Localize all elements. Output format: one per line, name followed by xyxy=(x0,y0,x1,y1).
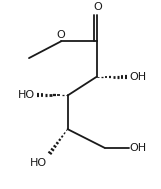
Text: O: O xyxy=(93,2,102,12)
Text: OH: OH xyxy=(130,72,147,82)
Text: OH: OH xyxy=(130,143,147,153)
Text: HO: HO xyxy=(30,158,47,168)
Text: O: O xyxy=(57,30,66,40)
Text: HO: HO xyxy=(18,91,35,101)
